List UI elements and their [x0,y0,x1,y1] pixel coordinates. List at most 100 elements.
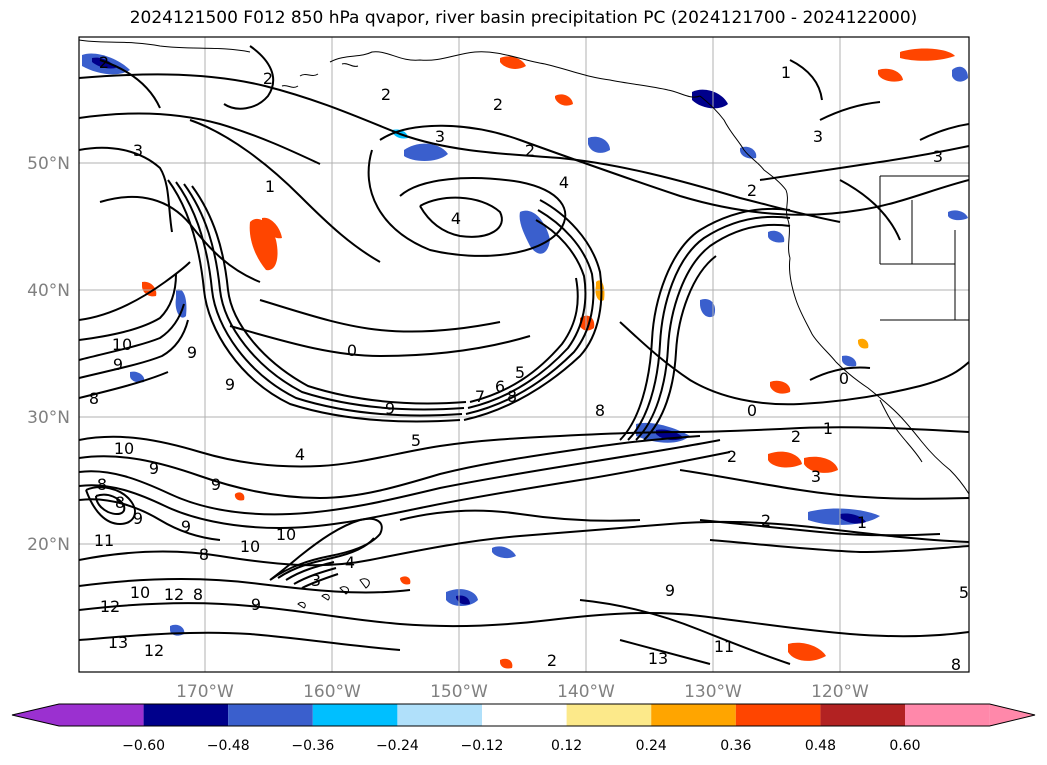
colorbar-tick: 0.60 [889,738,920,754]
lon-label: 150°W [430,682,488,702]
colorbar-tick: −0.60 [122,738,165,754]
contour-label: 12 [100,597,120,616]
contour-line [259,299,501,333]
colorbar-swatch [59,704,144,726]
shade-positive [770,380,791,394]
contour-label: 13 [108,633,128,652]
contour-label: 8 [97,475,107,494]
shade-negative [130,371,145,383]
contour-line [619,207,791,441]
axis-labels: 170°W 160°W 150°W 140°W 130°W 120°W 50°N… [27,154,869,702]
map-title: 2024121500 F012 850 hPa qvapor, river ba… [129,8,918,28]
lat-label: 20°N [27,535,70,555]
contour-line [839,179,901,241]
contour-label: 5 [411,431,421,450]
contour-line [467,219,587,409]
contour-line [79,520,969,567]
contour-line [167,179,461,423]
shade-negative [700,298,716,318]
shade-positive [788,642,826,661]
colorbar: −0.60 −0.48 −0.36 −0.24 −0.12 0.12 0.24 … [11,703,1036,754]
graticule [79,37,969,672]
contour-label: 10 [114,439,134,458]
contour-line [379,124,969,216]
contour-label: 9 [385,399,395,418]
contour-line [789,59,823,101]
map-background [79,37,969,672]
contour-line [819,101,881,121]
colorbar-tick: 0.48 [805,738,836,754]
contour-line [79,426,969,468]
contour-line [79,498,221,541]
colorbar-swatch [143,704,229,726]
contour-label: 1 [823,419,833,438]
contour-label: 2 [381,85,391,104]
shade-negative [492,546,516,559]
contour-line [399,509,641,522]
colorbar-tick: 0.36 [720,738,751,754]
shade-positive [262,217,282,239]
lon-label: 130°W [684,682,742,702]
shade-positive [234,492,245,501]
colorbar-swatch [735,704,821,726]
colorbar-swatch [651,704,736,726]
shade-negative [175,289,187,318]
contour-label: 4 [451,209,461,228]
shade-negative [768,230,785,243]
lat-label: 40°N [27,281,70,301]
contour-label: 9 [113,355,123,374]
contour-label: 9 [149,459,159,478]
shade-positive [878,68,903,82]
contour-line [79,273,177,341]
colorbar-tick: −0.24 [376,738,419,754]
contour-label: 9 [665,581,675,600]
contour-label: 8 [193,585,203,604]
contour-line [85,486,136,526]
shade-positive [400,576,411,585]
shade-positive [500,658,513,669]
shade-positive [142,281,157,297]
contour-label: 1 [781,63,791,82]
contour-line [919,123,969,141]
shade-positive [900,48,955,61]
contour-label: 12 [144,641,164,660]
contour-line [643,255,717,441]
shade-negative [952,66,968,82]
colorbar-tick: 0.12 [551,738,582,754]
contour-line [465,209,595,415]
contour-line [183,183,465,411]
contour-label: 9 [211,475,221,494]
colorbar-swatch [482,704,567,726]
contour-label: 9 [187,343,197,362]
qvapor-contours [79,45,969,665]
contour-label: 4 [295,445,305,464]
colorbar-tick: 0.24 [636,738,667,754]
colorbar-swatch [312,704,398,726]
contour-label: 3 [933,147,943,166]
contour-line [269,517,383,581]
contour-line [79,261,191,321]
colorbar-extend-high [989,704,1035,726]
contour-label: 9 [251,595,261,614]
shade-positive [804,456,838,473]
contour-label: 8 [595,401,605,420]
contour-label: 3 [813,127,823,146]
coastline-alaska-islands [281,63,359,88]
contour-line [277,537,375,579]
coastlines [79,39,969,609]
contour-label: 4 [559,173,569,192]
contour-label: 2 [547,651,557,670]
contour-label: 9 [225,375,235,394]
shade-negative [692,89,728,109]
shade-negative [948,210,968,221]
contour-line [79,602,969,638]
contour-line [229,325,531,358]
contour-line [809,366,871,381]
contour-label: 7 [475,387,485,406]
contour-label: 8 [199,545,209,564]
contour-label: 2 [791,427,801,446]
contour-line [79,631,401,651]
coastline-panhandle [699,95,787,191]
colorbar-swatch [905,704,990,726]
colorbar-swatch [228,704,313,726]
